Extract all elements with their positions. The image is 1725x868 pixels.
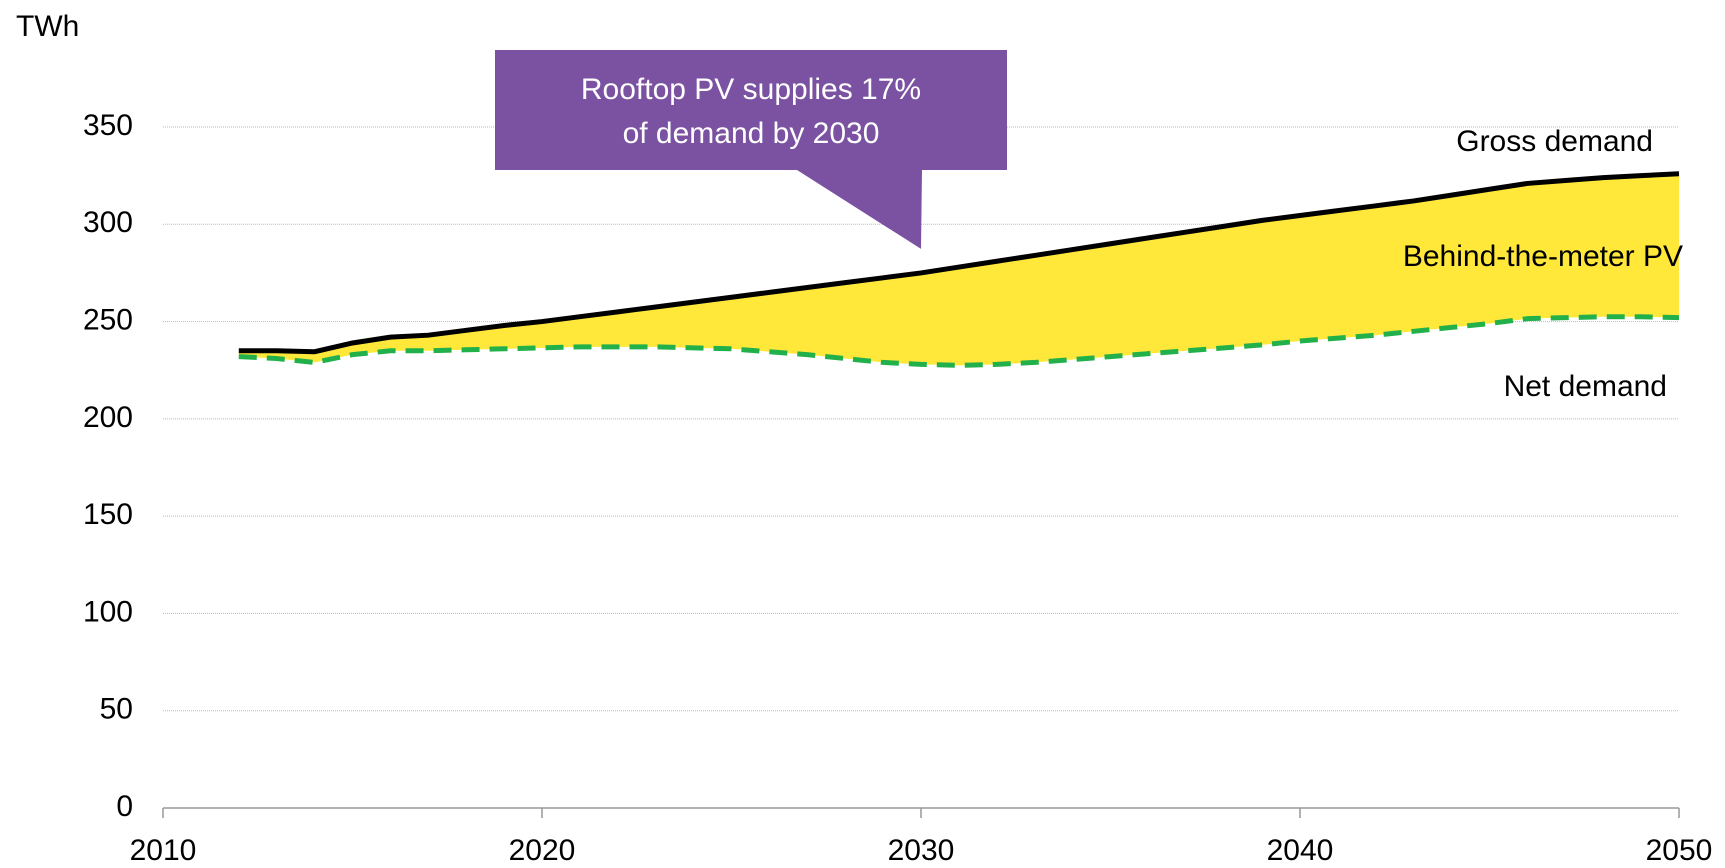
y-tick-label: 150 — [83, 498, 133, 531]
x-tick-label: 2010 — [130, 834, 197, 867]
y-tick-label: 0 — [116, 790, 133, 823]
series-label: Net demand — [1504, 370, 1667, 403]
line-2 — [238, 171, 1680, 355]
x-tick-label: 2050 — [1646, 834, 1713, 867]
series-label: Behind-the-meter PV — [1403, 240, 1683, 273]
y-tick-label: 100 — [83, 595, 133, 628]
y-tick-label: 300 — [83, 206, 133, 239]
y-tick-label: 250 — [83, 303, 133, 336]
y-tick-label: 200 — [83, 401, 133, 434]
series-label: Gross demand — [1456, 125, 1653, 158]
callout-text: Rooftop PV supplies 17% — [581, 73, 921, 106]
line-0 — [238, 314, 1680, 368]
callout-text: of demand by 2030 — [623, 117, 880, 150]
x-tick-label: 2020 — [509, 834, 576, 867]
y-tick-label: 350 — [83, 109, 133, 142]
y-tick-label: 50 — [100, 693, 133, 726]
x-tick-label: 2030 — [888, 834, 955, 867]
x-tick-label: 2040 — [1267, 834, 1334, 867]
callout — [495, 50, 1007, 249]
y-axis-label: TWh — [16, 10, 79, 43]
